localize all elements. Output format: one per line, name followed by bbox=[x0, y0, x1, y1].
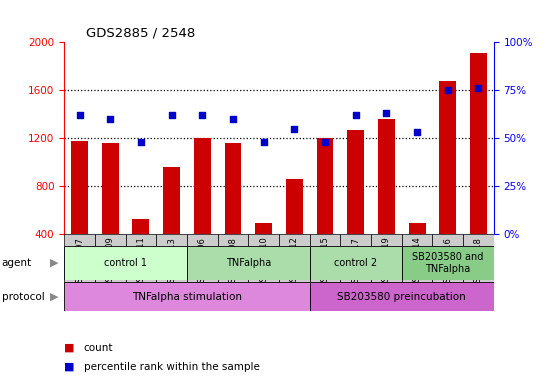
Text: GSM189809: GSM189809 bbox=[105, 237, 115, 288]
Point bbox=[228, 116, 237, 122]
FancyBboxPatch shape bbox=[64, 246, 187, 280]
Bar bbox=[316, 138, 334, 234]
FancyBboxPatch shape bbox=[310, 234, 340, 284]
Bar bbox=[286, 179, 303, 234]
FancyBboxPatch shape bbox=[187, 234, 218, 284]
Text: SB203580 and
TNFalpha: SB203580 and TNFalpha bbox=[412, 252, 483, 274]
Bar bbox=[163, 167, 180, 234]
Text: SB203580 preincubation: SB203580 preincubation bbox=[338, 291, 466, 302]
Text: GSM189816: GSM189816 bbox=[443, 237, 453, 288]
Bar bbox=[470, 53, 487, 234]
Bar bbox=[71, 141, 88, 234]
Text: ▶: ▶ bbox=[50, 291, 59, 302]
FancyBboxPatch shape bbox=[64, 234, 95, 284]
FancyBboxPatch shape bbox=[279, 234, 310, 284]
Bar bbox=[194, 138, 211, 234]
Point bbox=[259, 139, 268, 145]
FancyBboxPatch shape bbox=[248, 234, 279, 284]
Text: control 1: control 1 bbox=[104, 258, 147, 268]
Text: GSM189818: GSM189818 bbox=[474, 237, 483, 288]
Text: GSM189817: GSM189817 bbox=[351, 237, 360, 288]
Text: GSM189819: GSM189819 bbox=[382, 237, 391, 288]
FancyBboxPatch shape bbox=[340, 234, 371, 284]
FancyBboxPatch shape bbox=[371, 234, 402, 284]
Text: protocol: protocol bbox=[2, 291, 45, 302]
Bar bbox=[378, 119, 395, 234]
Bar bbox=[439, 81, 456, 234]
Text: ■: ■ bbox=[64, 362, 75, 372]
Point bbox=[351, 112, 360, 118]
FancyBboxPatch shape bbox=[64, 282, 310, 311]
Bar bbox=[224, 143, 242, 234]
Point bbox=[167, 112, 176, 118]
Text: GSM189814: GSM189814 bbox=[412, 237, 422, 288]
Point bbox=[136, 139, 145, 145]
FancyBboxPatch shape bbox=[156, 234, 187, 284]
Text: GSM189815: GSM189815 bbox=[320, 237, 330, 288]
Text: agent: agent bbox=[2, 258, 32, 268]
Text: ■: ■ bbox=[64, 343, 75, 353]
Point bbox=[105, 116, 115, 122]
Point bbox=[474, 85, 483, 91]
FancyBboxPatch shape bbox=[432, 234, 463, 284]
Text: GSM189807: GSM189807 bbox=[75, 237, 84, 288]
Text: GSM189812: GSM189812 bbox=[290, 237, 299, 288]
FancyBboxPatch shape bbox=[218, 234, 248, 284]
Bar bbox=[102, 143, 119, 234]
FancyBboxPatch shape bbox=[310, 282, 494, 311]
Point bbox=[382, 110, 391, 116]
Point bbox=[412, 129, 421, 136]
Text: GSM189806: GSM189806 bbox=[198, 237, 207, 288]
Text: GSM189811: GSM189811 bbox=[136, 237, 146, 288]
Bar bbox=[408, 223, 426, 234]
Bar bbox=[132, 218, 150, 234]
FancyBboxPatch shape bbox=[95, 234, 126, 284]
FancyBboxPatch shape bbox=[402, 234, 432, 284]
Text: GSM189808: GSM189808 bbox=[228, 237, 238, 288]
Text: percentile rank within the sample: percentile rank within the sample bbox=[84, 362, 259, 372]
Text: GSM189813: GSM189813 bbox=[167, 237, 176, 288]
Point bbox=[198, 112, 206, 118]
Text: count: count bbox=[84, 343, 113, 353]
Text: GDS2885 / 2548: GDS2885 / 2548 bbox=[86, 26, 195, 40]
Bar bbox=[255, 223, 272, 234]
Text: TNFalpha: TNFalpha bbox=[225, 258, 271, 268]
Text: control 2: control 2 bbox=[334, 258, 377, 268]
FancyBboxPatch shape bbox=[187, 246, 310, 280]
FancyBboxPatch shape bbox=[310, 246, 402, 280]
Point bbox=[290, 126, 299, 132]
Point bbox=[443, 87, 452, 93]
FancyBboxPatch shape bbox=[402, 246, 494, 280]
Text: ▶: ▶ bbox=[50, 258, 59, 268]
Bar bbox=[347, 130, 364, 234]
Text: GSM189810: GSM189810 bbox=[259, 237, 268, 288]
Point bbox=[75, 112, 84, 118]
FancyBboxPatch shape bbox=[126, 234, 156, 284]
Point bbox=[320, 139, 329, 145]
FancyBboxPatch shape bbox=[463, 234, 494, 284]
Text: TNFalpha stimulation: TNFalpha stimulation bbox=[132, 291, 242, 302]
